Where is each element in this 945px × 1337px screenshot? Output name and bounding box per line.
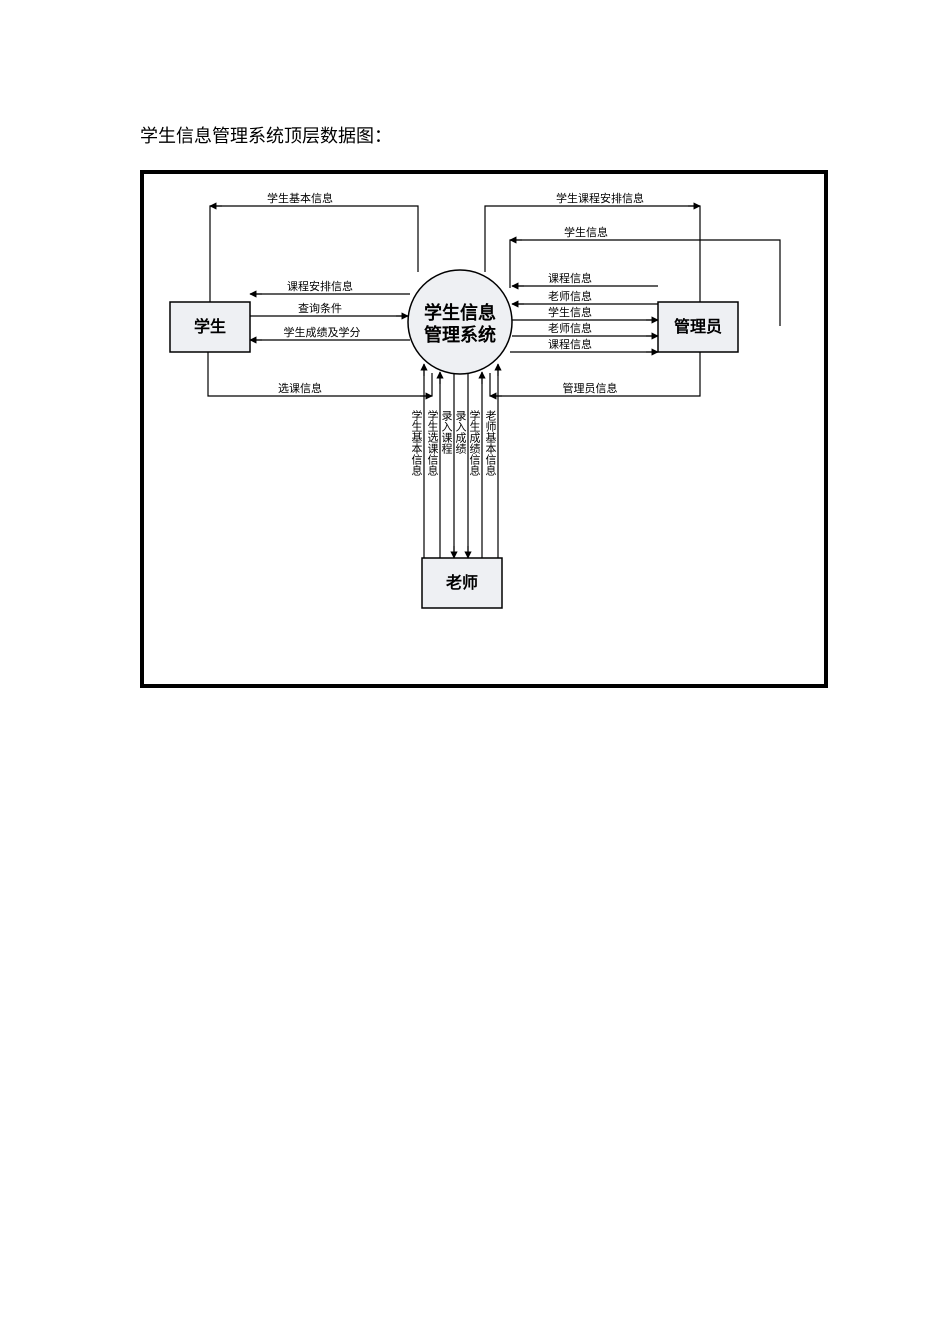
process-system-label: 学生信息 [424, 302, 496, 323]
entity-student-label: 学生 [194, 317, 226, 336]
flow-edge [485, 206, 700, 302]
edge-label: 课程信息 [548, 337, 592, 351]
process-system-label: 管理系统 [424, 324, 496, 345]
edge-label: 学生信息 [548, 305, 592, 319]
edge-label: 老师基本信息 [484, 410, 497, 476]
edge-label: 学生基本信息 [410, 409, 423, 476]
edge-label: 学生选课信息 [426, 409, 439, 476]
edge-label: 录入成绩 [454, 410, 467, 455]
edge-label: 老师信息 [548, 321, 592, 335]
dataflow-diagram: 学生基本信息学生课程安排信息课程安排信息查询条件学生成绩及学分学生信息课程信息老… [0, 0, 945, 1337]
entity-teacher-label: 老师 [445, 573, 478, 592]
edge-label: 管理员信息 [563, 381, 618, 395]
edge-label: 选课信息 [278, 381, 322, 395]
edge-label: 学生课程安排信息 [556, 191, 644, 205]
edge-label: 课程信息 [548, 271, 592, 285]
edge-label: 学生信息 [564, 225, 608, 239]
page: 学生信息管理系统顶层数据图： 学生基本信息学生课程安排信息课程安排信息查询条件学… [0, 0, 945, 1337]
edge-label: 学生成绩信息 [468, 409, 481, 476]
entity-admin-label: 管理员 [674, 317, 722, 336]
edge-label: 老师信息 [548, 289, 592, 303]
edge-label: 学生基本信息 [267, 191, 333, 205]
edge-label: 录入课程 [440, 410, 453, 455]
edge-label: 学生成绩及学分 [284, 325, 361, 339]
edge-label: 查询条件 [298, 301, 342, 315]
edge-label: 课程安排信息 [287, 279, 353, 293]
